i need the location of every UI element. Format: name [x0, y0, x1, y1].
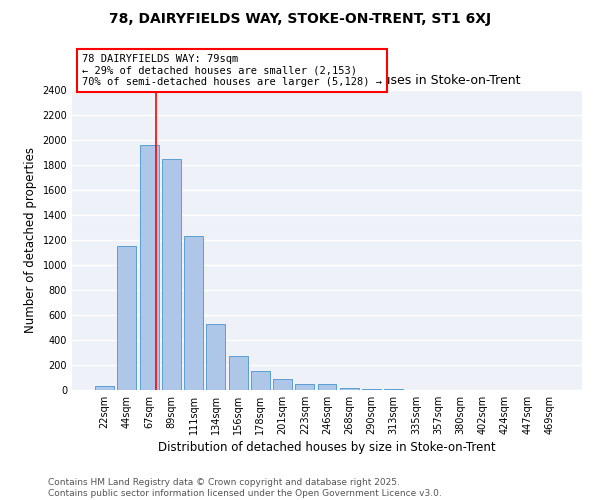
Bar [273, 379, 292, 390]
Bar [229, 356, 248, 390]
Bar [251, 370, 270, 390]
Bar [317, 384, 337, 390]
Text: 78, DAIRYFIELDS WAY, STOKE-ON-TRENT, ST1 6XJ: 78, DAIRYFIELDS WAY, STOKE-ON-TRENT, ST1… [109, 12, 491, 26]
Y-axis label: Number of detached properties: Number of detached properties [24, 147, 37, 333]
Bar [340, 388, 359, 390]
Bar [295, 384, 314, 390]
Bar [140, 145, 158, 390]
Bar [162, 159, 181, 390]
Bar [184, 236, 203, 390]
Text: 78 DAIRYFIELDS WAY: 79sqm
← 29% of detached houses are smaller (2,153)
70% of se: 78 DAIRYFIELDS WAY: 79sqm ← 29% of detac… [82, 54, 382, 87]
Bar [95, 386, 114, 390]
Text: Contains HM Land Registry data © Crown copyright and database right 2025.
Contai: Contains HM Land Registry data © Crown c… [48, 478, 442, 498]
Bar [118, 246, 136, 390]
Bar [362, 389, 381, 390]
Bar [206, 324, 225, 390]
Title: Size of property relative to detached houses in Stoke-on-Trent: Size of property relative to detached ho… [133, 74, 521, 88]
X-axis label: Distribution of detached houses by size in Stoke-on-Trent: Distribution of detached houses by size … [158, 441, 496, 454]
